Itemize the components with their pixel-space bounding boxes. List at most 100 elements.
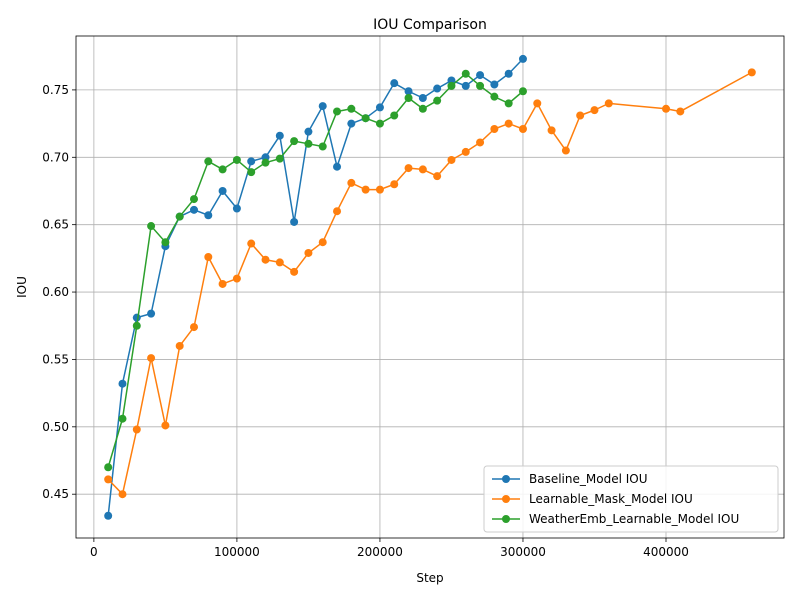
- legend-box: [483, 465, 779, 533]
- data-point: [433, 84, 442, 93]
- data-point: [204, 253, 213, 262]
- data-point: [290, 137, 299, 146]
- data-point: [361, 185, 370, 194]
- x-tick-label: 200000: [357, 545, 403, 559]
- x-axis-label: Step: [416, 571, 443, 585]
- data-point: [662, 104, 670, 113]
- data-point: [290, 217, 299, 226]
- data-point: [161, 238, 170, 247]
- data-point: [533, 99, 542, 108]
- data-point: [390, 111, 399, 120]
- data-point: [304, 127, 313, 136]
- data-point: [418, 165, 427, 174]
- legend-item: Baseline_Model IOU: [492, 472, 648, 486]
- data-point: [476, 71, 485, 80]
- data-point: [304, 139, 313, 148]
- legend-label: Learnable_Mask_Model IOU: [529, 492, 693, 506]
- legend-marker: [502, 515, 510, 523]
- data-point: [261, 255, 270, 264]
- data-point: [433, 172, 442, 181]
- data-point: [390, 180, 399, 189]
- grid: [76, 36, 784, 538]
- data-point: [132, 313, 141, 322]
- data-point: [375, 119, 384, 128]
- data-point: [204, 211, 213, 220]
- y-tick-label: 0.55: [42, 352, 69, 366]
- data-point: [118, 379, 127, 388]
- x-tick-label: 400000: [643, 545, 689, 559]
- y-tick-label: 0.45: [42, 487, 69, 501]
- data-point: [104, 475, 113, 484]
- data-point: [190, 323, 198, 332]
- data-point: [433, 96, 442, 105]
- data-point: [232, 155, 241, 164]
- y-tick-label: 0.60: [42, 285, 69, 299]
- y-tick-label: 0.65: [42, 218, 69, 232]
- legend-item: WeatherEmb_Learnable_Model IOU: [492, 512, 739, 526]
- plot-frame: [75, 35, 785, 539]
- data-point: [318, 238, 327, 247]
- data-point: [476, 138, 485, 147]
- data-point: [518, 87, 527, 96]
- data-point: [447, 155, 456, 164]
- data-point: [518, 124, 527, 133]
- data-point: [461, 147, 470, 156]
- data-point: [476, 81, 485, 90]
- series-3: [104, 69, 527, 472]
- data-point: [490, 124, 499, 133]
- series-2: [104, 68, 756, 499]
- data-point: [504, 119, 513, 128]
- data-point: [361, 114, 370, 123]
- data-point: [247, 157, 256, 166]
- data-point: [333, 162, 342, 171]
- x-tick-label: 0: [90, 545, 98, 559]
- data-point: [518, 54, 527, 63]
- y-axis-label: IOU: [15, 276, 29, 298]
- data-point: [404, 87, 413, 96]
- data-point: [218, 165, 227, 174]
- data-point: [275, 131, 284, 140]
- y-axis-ticks: 0.45 0.50 0.55 0.60 0.65 0.70 0.75: [42, 83, 76, 501]
- data-point: [161, 421, 170, 430]
- data-point: [404, 93, 413, 102]
- data-point: [247, 239, 256, 248]
- chart-title: IOU Comparison: [373, 17, 487, 33]
- data-point: [132, 321, 141, 330]
- legend-item: Learnable_Mask_Model IOU: [492, 492, 693, 506]
- data-point: [576, 111, 585, 120]
- data-point: [232, 204, 241, 213]
- y-tick-label: 0.75: [42, 83, 69, 97]
- data-point: [204, 157, 213, 166]
- y-tick-label: 0.50: [42, 420, 69, 434]
- data-point: [461, 81, 470, 90]
- data-point: [275, 154, 284, 163]
- data-point: [375, 103, 384, 112]
- data-point: [504, 99, 513, 108]
- legend-label: Baseline_Model IOU: [529, 472, 648, 486]
- data-point: [232, 274, 241, 283]
- data-point: [347, 104, 356, 113]
- data-point: [375, 185, 384, 194]
- data-point: [676, 107, 685, 116]
- x-axis-ticks: 0 100000 200000 300000 400000: [90, 538, 689, 559]
- data-point: [561, 146, 570, 155]
- data-point: [175, 212, 184, 221]
- data-point: [147, 354, 156, 363]
- data-point: [547, 126, 556, 135]
- data-point: [447, 81, 456, 90]
- data-point: [147, 309, 156, 318]
- data-point: [490, 92, 499, 101]
- data-point: [604, 99, 613, 108]
- data-point: [190, 205, 198, 214]
- data-point: [404, 164, 413, 173]
- data-point: [461, 69, 470, 78]
- data-point: [747, 68, 756, 77]
- data-point: [418, 104, 427, 113]
- x-tick-label: 300000: [500, 545, 546, 559]
- data-point: [247, 168, 256, 177]
- data-point: [347, 119, 356, 128]
- legend-label: WeatherEmb_Learnable_Model IOU: [529, 512, 739, 526]
- data-point: [290, 267, 299, 276]
